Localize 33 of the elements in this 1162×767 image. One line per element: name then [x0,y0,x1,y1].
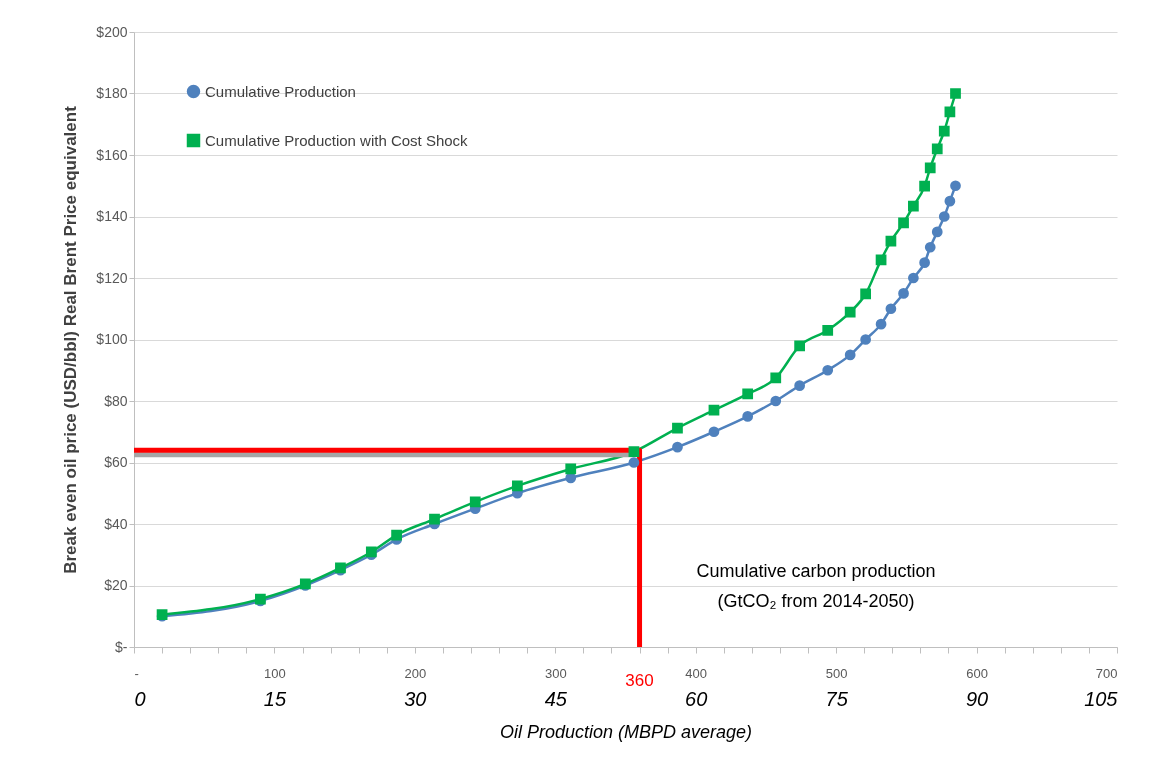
x-tick-label: 400 [685,665,708,681]
x2-axis-title: Oil Production (MBPD average) [499,721,753,742]
x2-tick-label: 75 [825,687,849,710]
y-tick-label: $120 [96,269,128,286]
y-tick-label: $20 [104,577,128,593]
x2-tick-label: 90 [965,687,989,710]
x-tick-label: 300 [544,665,567,681]
y-axis-title: Break even oil price (USD/bbl) Real Brent Price equivalent [61,105,81,574]
x-tick-label: 200 [404,665,427,681]
x2-tick-label: 45 [544,687,568,710]
legend-label: Cumulative Production with Cost Shock [205,131,469,149]
y-tick-label: $- [115,638,128,655]
x2-tick-label: 0 [134,687,146,710]
x2-tick-label: 30 [404,687,427,710]
x-tick-label: - [134,665,139,681]
x-tick-label: 500 [825,665,848,681]
x-tick-label: 100 [264,665,286,681]
y-tick-label: $40 [104,515,128,532]
annotation: Cumulative carbon production (GtCO₂ from 2014-2050) [696,561,936,611]
x2-tick-label: 60 [685,687,708,710]
y-tick-label: $180 [96,85,128,101]
y-tick-label: $140 [96,208,128,224]
y-tick-label: $60 [104,454,128,470]
x2-tick-label: 105 [1084,687,1119,710]
x-tick-label: 600 [966,665,988,681]
y-tick-label: $200 [96,23,128,40]
annotation: 360 [625,671,654,690]
y-tick-label: $100 [96,331,128,347]
y-tick-label: $160 [96,146,128,163]
y-tick-label: $80 [104,392,128,409]
x-tick-label: 700 [1095,665,1118,681]
legend-label: Cumulative Production [205,82,356,100]
x2-tick-label: 15 [263,687,287,710]
